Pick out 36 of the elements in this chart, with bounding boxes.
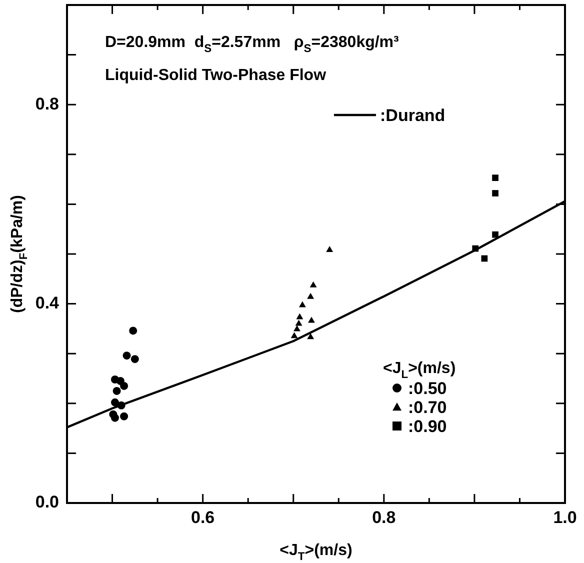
point xyxy=(308,316,315,323)
y-axis-title: (dP/dz)F(kPa/m) xyxy=(9,195,30,313)
y-tick-label: 0.8 xyxy=(35,94,59,114)
x-tick-label: 0.6 xyxy=(191,508,215,528)
x-tick-label: 1.0 xyxy=(553,508,577,528)
point xyxy=(122,352,131,360)
y-tick-label: 0.4 xyxy=(35,293,60,312)
point xyxy=(307,333,314,340)
point xyxy=(290,332,298,338)
point xyxy=(472,245,479,252)
point xyxy=(296,313,304,320)
point xyxy=(130,355,139,364)
point xyxy=(492,231,498,238)
y-tick-label: 0.0 xyxy=(35,492,59,512)
point xyxy=(110,398,119,406)
point xyxy=(110,414,119,422)
point xyxy=(120,382,128,390)
point xyxy=(295,320,302,326)
point xyxy=(492,190,498,196)
point xyxy=(129,326,138,335)
point xyxy=(112,386,121,395)
point xyxy=(310,281,317,288)
x-tick-label: 0.8 xyxy=(372,508,396,528)
point xyxy=(326,246,334,252)
point xyxy=(307,292,314,299)
legend-label: :0.90 xyxy=(408,417,447,436)
point xyxy=(294,325,300,332)
legend-label: :Durand xyxy=(380,106,446,125)
legend-label: :0.50 xyxy=(408,379,447,398)
point xyxy=(481,255,488,262)
point xyxy=(492,174,498,181)
legend-label: :0.70 xyxy=(408,398,447,417)
point xyxy=(117,401,126,410)
point xyxy=(298,301,306,308)
annotation: Liquid-Solid Two-Phase Flow xyxy=(105,67,327,84)
point xyxy=(120,412,128,420)
